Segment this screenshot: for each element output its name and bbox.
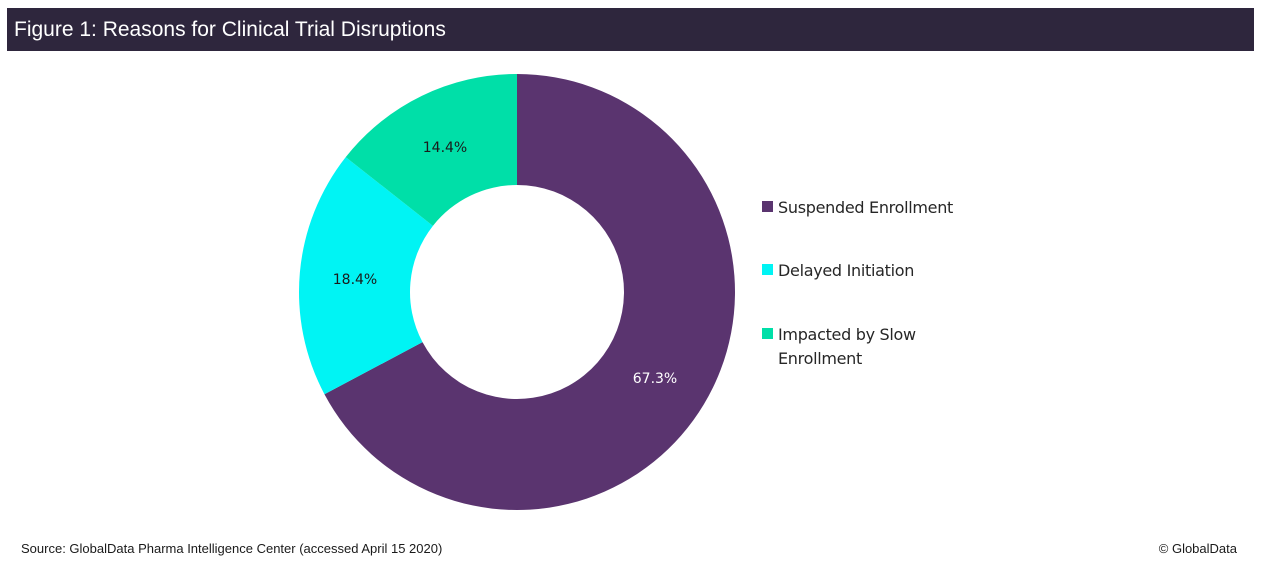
source-note: Source: GlobalData Pharma Intelligence C… [21, 541, 443, 556]
legend-label: Impacted by Slow Enrollment [778, 325, 916, 368]
figure-title: Figure 1: Reasons for Clinical Trial Dis… [14, 18, 446, 41]
donut-slice-delayed-initiation [299, 157, 433, 395]
data-label-delayed-initiation: 18.4% [333, 272, 377, 288]
copyright-note: © GlobalData [1158, 541, 1237, 556]
legend-label: Delayed Initiation [778, 261, 915, 280]
data-label-impacted-by-slow-enrollment: 14.4% [423, 140, 467, 156]
data-label-suspended-enrollment: 67.3% [633, 371, 677, 387]
legend-swatch [762, 201, 773, 212]
legend-item-impacted-by-slow-enrollment: Impacted by Slow Enrollment [762, 323, 938, 371]
legend-item-delayed-initiation: Delayed Initiation [762, 259, 978, 283]
legend-swatch [762, 328, 773, 339]
legend-item-suspended-enrollment: Suspended Enrollment [762, 196, 978, 220]
figure-header: Figure 1: Reasons for Clinical Trial Dis… [7, 8, 1254, 51]
donut-slice-suspended-enrollment [324, 74, 735, 510]
donut-slice-impacted-by-slow-enrollment [345, 74, 517, 226]
legend-label: Suspended Enrollment [778, 198, 954, 217]
legend-swatch [762, 264, 773, 275]
